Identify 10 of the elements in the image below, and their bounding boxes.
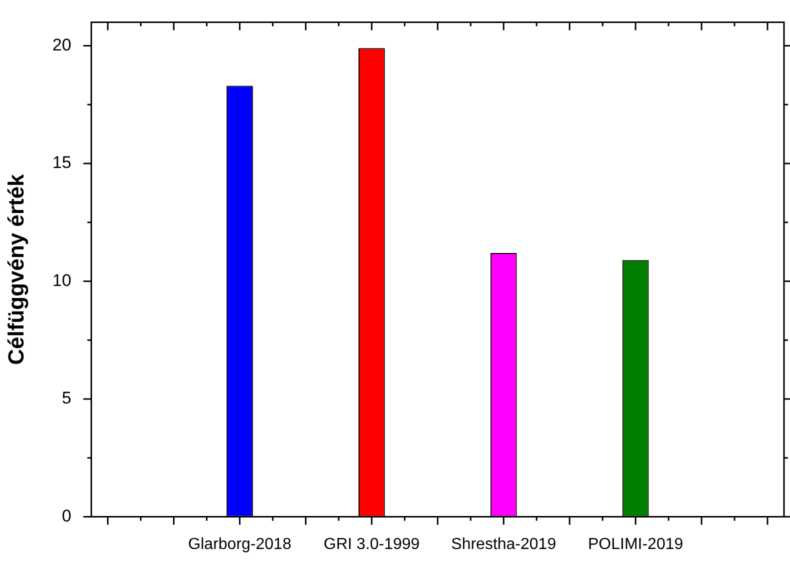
y-axis-title: Célfüggvény érték: [3, 173, 28, 365]
y-tick-label: 15: [52, 153, 72, 172]
y-tick-label: 10: [52, 270, 72, 290]
x-tick-label: Glarborg-2018: [188, 536, 292, 553]
x-tick-label: POLIMI-2019: [588, 536, 684, 553]
x-tick-label: Shrestha-2019: [451, 536, 556, 553]
y-tick-label: 5: [62, 388, 72, 408]
x-tick-label: GRI 3.0-1999: [324, 536, 420, 553]
y-tick-label: 0: [62, 506, 72, 526]
y-tick-label: 20: [52, 35, 72, 54]
